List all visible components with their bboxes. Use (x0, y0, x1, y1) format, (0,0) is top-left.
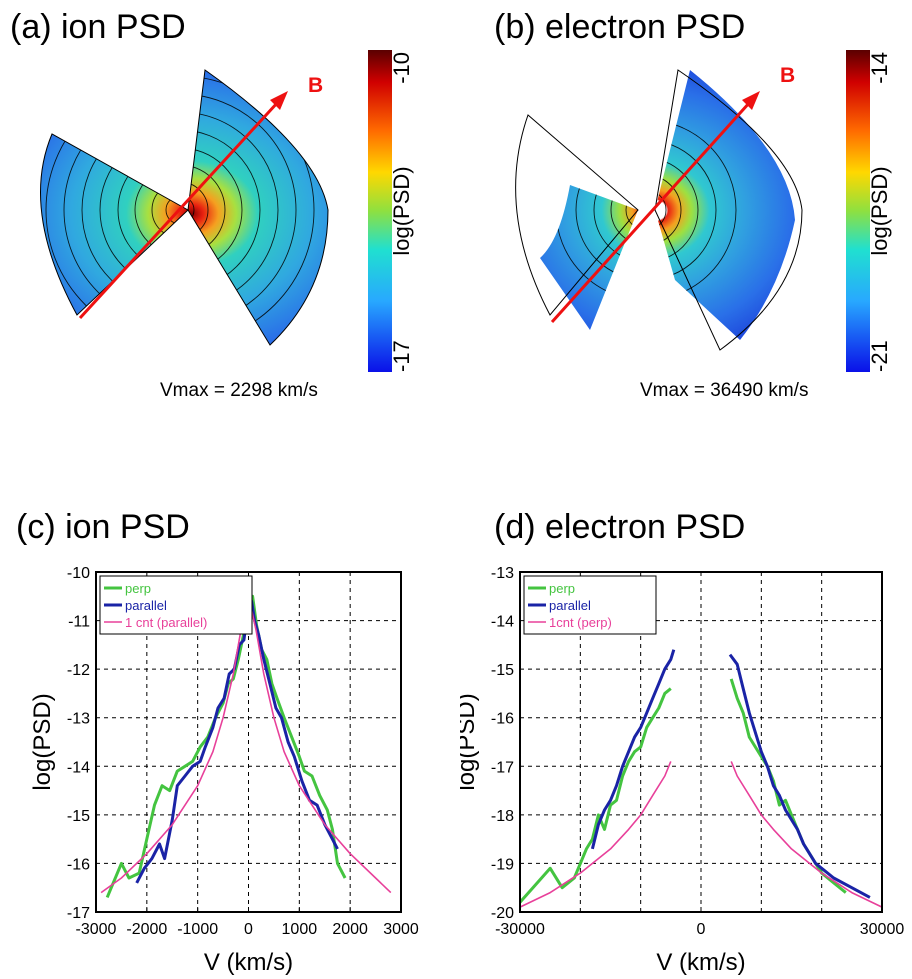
x-tick-label: -2000 (126, 921, 167, 938)
series-perp (518, 678, 847, 904)
b-field-label: B (308, 74, 323, 97)
legend-label: perp (549, 581, 575, 596)
legend-label: parallel (125, 598, 167, 613)
y-tick-label: -15 (67, 808, 90, 825)
colorbar-axis-label: log(PSD) (389, 166, 414, 255)
series-line (730, 761, 883, 908)
series-line (518, 687, 672, 904)
panel-b-distribution: B (515, 64, 803, 351)
legend-label: 1 cnt (parallel) (125, 615, 207, 630)
y-tick-label: -14 (491, 614, 514, 631)
b-field-arrowhead (270, 91, 288, 110)
y-tick-label: -10 (67, 565, 90, 582)
panel-a-colorbar: -10 log(PSD) -17 (368, 50, 414, 372)
y-tick-label: -18 (491, 808, 514, 825)
series-perp (105, 594, 347, 898)
y-tick-label: -14 (67, 759, 90, 776)
x-tick-label: 30000 (860, 921, 905, 938)
series-line (519, 761, 672, 908)
colorbar-gradient (368, 50, 392, 372)
x-tick-label: 0 (697, 921, 706, 938)
colorbar-min-label: -17 (389, 340, 414, 372)
series-line (135, 599, 339, 884)
x-tick-label: 2000 (332, 921, 368, 938)
colorbar-max-label: -14 (867, 52, 892, 84)
y-tick-label: -12 (67, 662, 90, 679)
series-line (590, 649, 676, 850)
colorbar-max-label: -10 (389, 52, 414, 84)
x-tick-label: 1000 (282, 921, 318, 938)
x-tick-label: -3000 (76, 921, 117, 938)
series-1cnt-perp- (519, 761, 883, 908)
b-field-arrow (550, 100, 752, 324)
y-axis-label: log(PSD) (460, 693, 480, 790)
electron-right-sector-outline (654, 69, 803, 351)
panel-a-title: (a) ion PSD (10, 8, 186, 46)
y-tick-label: -13 (491, 565, 514, 582)
y-tick-label: -15 (491, 662, 514, 679)
panel-d-title: (d) electron PSD (494, 508, 746, 546)
series-parallel (590, 649, 871, 899)
series-line (105, 594, 347, 898)
y-axis-label: log(PSD) (29, 693, 56, 790)
panel-a-distribution: B (39, 69, 329, 346)
y-tick-label: -19 (491, 856, 514, 873)
y-tick-label: -20 (491, 905, 514, 922)
panel-c-chart: -3000 -2000 -1000 0 1000 2000 3000 -17 -16 -15 -14… (29, 565, 419, 976)
colorbar-min-label: -21 (867, 340, 892, 372)
series-line (728, 653, 871, 899)
y-tick-label: -16 (67, 856, 90, 873)
panel-b-vmax: Vmax = 36490 km/s (640, 380, 809, 401)
y-tick-label: -16 (491, 711, 514, 728)
panel-b-colorbar: -14 log(PSD) -21 (846, 50, 892, 372)
legend-label: 1cnt (perp) (549, 615, 612, 630)
x-tick-label: -1000 (177, 921, 218, 938)
panel-c-title: (c) ion PSD (16, 508, 190, 546)
x-tick-label: 0 (244, 921, 253, 938)
b-field-arrow (78, 100, 280, 320)
series-parallel (135, 599, 339, 884)
ion-right-sector-outline (187, 69, 329, 346)
b-field-label: B (780, 64, 795, 87)
y-tick-label: -17 (67, 905, 90, 922)
legend-label: parallel (549, 598, 591, 613)
legend: perp parallel 1 cnt (parallel) (99, 575, 253, 635)
x-tick-label: -30000 (495, 921, 545, 938)
panel-a-vmax: Vmax = 2298 km/s (160, 380, 318, 401)
x-axis-label: V (km/s) (656, 949, 745, 976)
x-axis-label: V (km/s) (204, 949, 293, 976)
colorbar-gradient (846, 50, 870, 372)
colorbar-axis-label: log(PSD) (867, 166, 892, 255)
legend-label: perp (125, 581, 151, 596)
x-tick-label: 3000 (383, 921, 419, 938)
legend-box (99, 575, 253, 635)
b-field-arrowhead (742, 91, 760, 110)
electron-left-sector-outline (515, 114, 639, 316)
legend: perp parallel 1cnt (perp) (523, 575, 657, 635)
y-tick-label: -11 (68, 614, 90, 631)
panel-b-title: (b) electron PSD (494, 8, 746, 46)
panel-d-chart: -30000 0 30000 -20 -19 -18 -17 -16 -15 -14 -13 V (k… (460, 565, 905, 976)
ion-left-sector-outline (39, 133, 189, 316)
electron-psd-fill (540, 70, 795, 340)
y-tick-label: -17 (491, 759, 514, 776)
y-tick-label: -13 (67, 711, 90, 728)
